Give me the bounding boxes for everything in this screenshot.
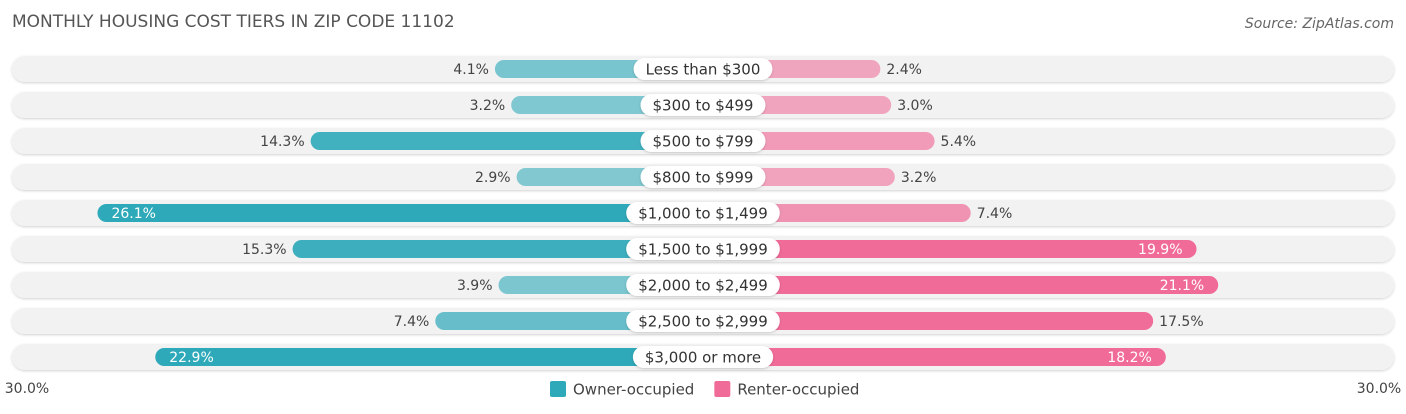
value-label: 7.4% — [394, 314, 430, 330]
bar — [97, 204, 703, 222]
category-label: Less than $300 — [646, 61, 761, 79]
bar — [703, 312, 1154, 330]
category-label: $300 to $499 — [653, 97, 754, 115]
bar — [703, 348, 1166, 366]
value-label: 7.4% — [977, 206, 1013, 222]
category-pill — [626, 274, 780, 296]
value-label: 26.1% — [111, 206, 155, 222]
value-label: 3.2% — [901, 170, 937, 186]
value-label: 14.3% — [260, 134, 304, 150]
value-label: 5.4% — [941, 134, 977, 150]
x-tick-label: 30.0% — [5, 381, 49, 397]
category-pill — [626, 310, 780, 332]
chart-title: MONTHLY HOUSING COST TIERS IN ZIP CODE 1… — [12, 12, 455, 32]
value-label: 21.1% — [1160, 278, 1204, 294]
category-pill — [640, 166, 766, 188]
legend: Owner-occupied Renter-occupied — [550, 381, 859, 399]
value-label: 17.5% — [1159, 314, 1203, 330]
category-pill — [640, 130, 766, 152]
category-label: $1,000 to $1,499 — [638, 205, 768, 223]
value-label: 3.9% — [457, 278, 493, 294]
category-pill — [632, 346, 774, 368]
value-label: 2.9% — [475, 170, 511, 186]
legend-swatch — [714, 381, 731, 397]
category-label: $2,500 to $2,999 — [638, 313, 768, 331]
value-label: 19.9% — [1138, 242, 1182, 258]
x-tick-label: 30.0% — [1357, 381, 1401, 397]
category-pill — [626, 202, 780, 224]
bar — [703, 276, 1219, 294]
category-pill — [640, 94, 766, 116]
bar — [310, 132, 703, 150]
value-label: 3.2% — [470, 98, 506, 114]
category-label: $800 to $999 — [653, 169, 754, 187]
bar — [703, 240, 1197, 258]
category-label: $3,000 or more — [645, 349, 761, 367]
legend-label: Renter-occupied — [737, 381, 859, 399]
source: Source: ZipAtlas.com — [1245, 16, 1394, 32]
category-label: $2,000 to $2,499 — [638, 277, 768, 295]
value-label: 4.1% — [453, 62, 489, 78]
category-label: $500 to $799 — [653, 133, 754, 151]
value-label: 3.0% — [897, 98, 933, 114]
value-label: 22.9% — [169, 350, 213, 366]
bar — [292, 240, 703, 258]
category-label: $1,500 to $1,999 — [638, 241, 768, 259]
value-label: 18.2% — [1107, 350, 1151, 366]
value-label: 15.3% — [242, 242, 286, 258]
legend-swatch — [550, 381, 566, 397]
category-pill — [626, 238, 780, 260]
category-pill — [633, 58, 773, 80]
legend-label: Owner-occupied — [573, 381, 694, 399]
bar — [155, 348, 704, 366]
value-label: 2.4% — [886, 62, 922, 78]
